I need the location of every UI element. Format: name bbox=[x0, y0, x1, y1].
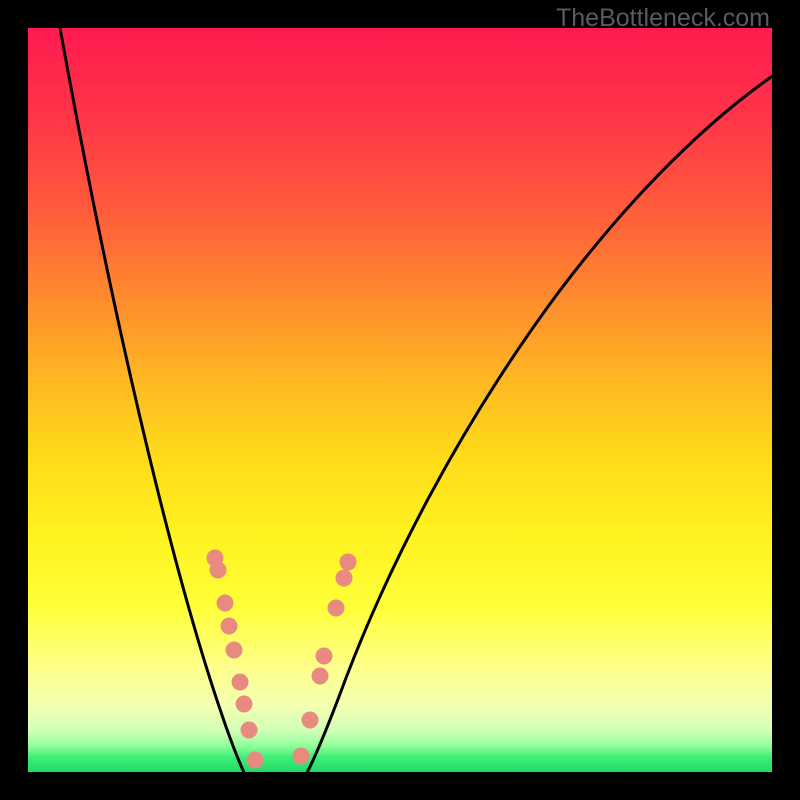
gradient-background bbox=[28, 28, 772, 772]
marker-left bbox=[217, 595, 234, 612]
marker-left bbox=[247, 752, 264, 769]
chart-svg bbox=[28, 28, 772, 772]
marker-left bbox=[221, 618, 238, 635]
marker-left bbox=[226, 642, 243, 659]
watermark-label: TheBottleneck.com bbox=[556, 4, 770, 33]
chart-frame: TheBottleneck.com bbox=[0, 0, 800, 800]
marker-left bbox=[210, 562, 227, 579]
marker-right bbox=[328, 600, 345, 617]
marker-right bbox=[316, 648, 333, 665]
marker-left bbox=[241, 722, 258, 739]
plot-area bbox=[28, 28, 772, 772]
marker-left bbox=[236, 696, 253, 713]
marker-right bbox=[340, 554, 357, 571]
marker-right bbox=[312, 668, 329, 685]
marker-right bbox=[302, 712, 319, 729]
marker-right bbox=[293, 748, 310, 765]
marker-left bbox=[232, 674, 249, 691]
marker-right bbox=[336, 570, 353, 587]
